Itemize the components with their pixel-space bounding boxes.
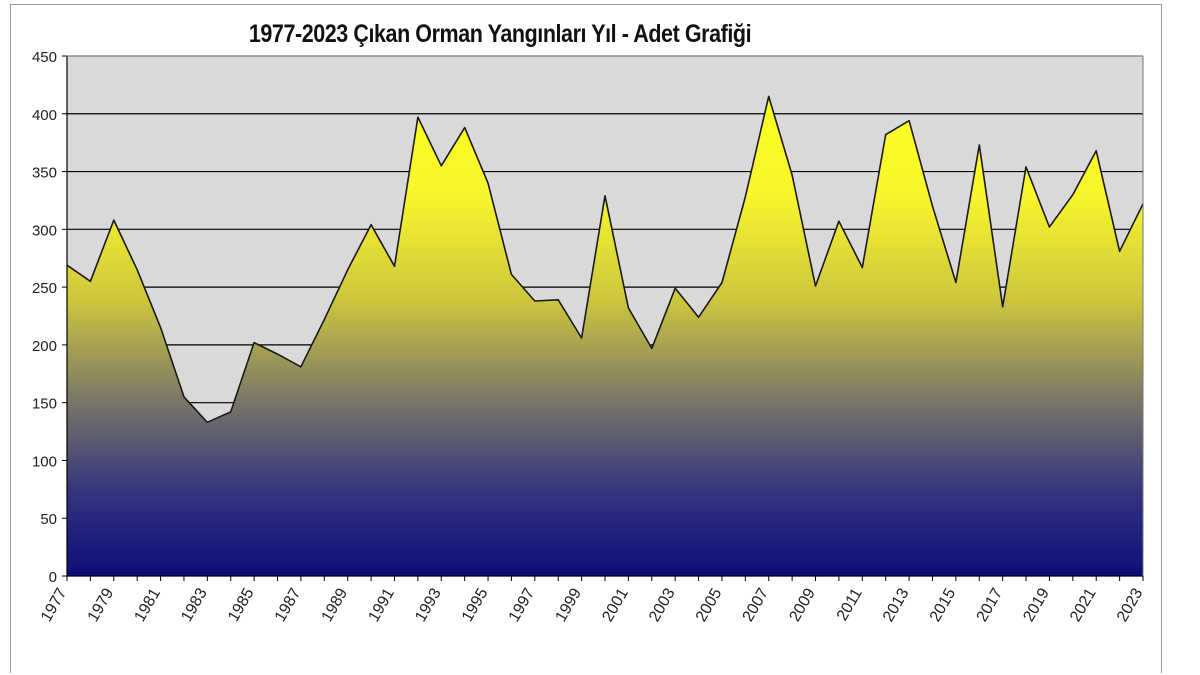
x-tick-label: 1997: [506, 585, 539, 624]
x-tick-label: 1995: [459, 585, 492, 624]
x-tick-label: 2011: [834, 585, 866, 623]
y-tick-label: 300: [32, 222, 57, 239]
chart-title: 1977-2023 Çıkan Orman Yangınları Yıl - A…: [248, 20, 752, 48]
x-tick-label: 2007: [740, 585, 773, 624]
y-tick-label: 0: [49, 569, 57, 586]
y-tick-label: 150: [32, 396, 57, 413]
y-tick-label: 350: [32, 165, 57, 182]
y-tick-label: 200: [32, 338, 57, 355]
x-tick-label: 1985: [225, 585, 258, 624]
x-tick-label: 2017: [974, 585, 1007, 624]
area-fill: [67, 96, 1143, 577]
y-tick-label: 450: [32, 49, 57, 66]
x-tick-label: 2001: [599, 585, 632, 624]
x-tick-label: 2005: [693, 585, 726, 624]
x-tick-label: 1999: [553, 585, 586, 624]
x-tick-label: 2019: [1020, 585, 1053, 624]
x-tick-label: 1979: [85, 585, 118, 624]
x-tick-label: 1991: [365, 585, 398, 624]
x-tick-label: 1993: [412, 585, 445, 624]
y-tick-label: 400: [32, 107, 57, 124]
y-tick-label: 100: [32, 453, 57, 470]
x-tick-label: 1977: [38, 585, 71, 624]
series-line: [66, 95, 1144, 424]
x-tick-label: 2003: [646, 585, 679, 624]
x-tick-label: 2023: [1114, 585, 1147, 624]
x-tick-label: 2021: [1067, 585, 1100, 624]
x-tick-label: 1981: [132, 585, 165, 624]
x-tick-label: 1983: [178, 585, 211, 624]
x-tick-label: 1989: [319, 585, 352, 624]
y-tick-label: 50: [40, 511, 57, 528]
x-tick-label: 1987: [272, 585, 305, 624]
x-tick-label: 2009: [786, 585, 819, 624]
x-tick-label: 2015: [927, 585, 960, 624]
x-tick-label: 2013: [880, 585, 913, 624]
y-tick-label: 250: [32, 280, 57, 297]
